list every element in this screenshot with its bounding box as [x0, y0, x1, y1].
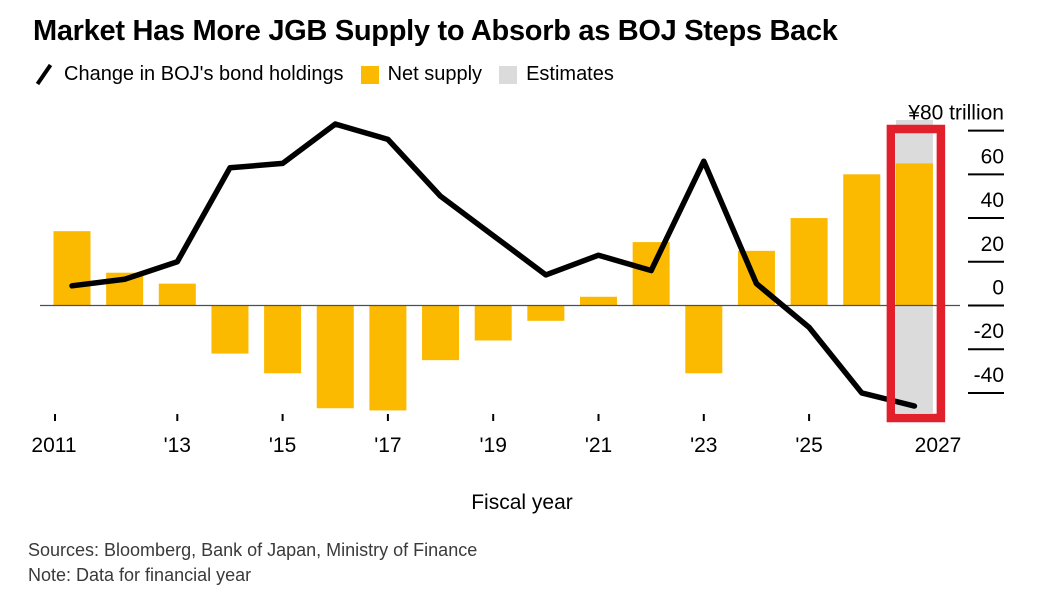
legend-item-boj-change: Change in BOJ's bond holdings — [34, 62, 344, 87]
sources-line: Sources: Bloomberg, Bank of Japan, Minis… — [28, 540, 478, 560]
y-tick-label-0: 0 — [992, 277, 1004, 300]
line-slash-icon — [35, 63, 53, 86]
net-supply-swatch-icon — [360, 65, 379, 84]
bar-2014 — [211, 305, 249, 354]
x-tick-label-2023: '23 — [690, 434, 717, 457]
bar-2024 — [737, 250, 775, 306]
bar-2011 — [53, 231, 91, 306]
chart-title: Market Has More JGB Supply to Absorb as … — [33, 15, 838, 47]
x-tick-label-2019: '19 — [480, 434, 507, 457]
x-tick-label-2017: '17 — [374, 434, 401, 457]
bar-2015 — [264, 305, 302, 374]
estimate-highlight-box — [886, 124, 946, 423]
x-tick-label-2027: 2027 — [915, 434, 962, 457]
estimate-band-2027 — [895, 120, 933, 413]
y-tick-label-60: 60 — [981, 145, 1004, 168]
bar-2018 — [422, 305, 460, 361]
chart-legend: Change in BOJ's bond holdings Net supply… — [34, 62, 631, 87]
x-axis-title: Fiscal year — [471, 491, 573, 514]
y-tick-label-20: 20 — [981, 233, 1004, 256]
legend-item-net-supply: Net supply — [360, 63, 483, 86]
bar-2025 — [790, 218, 828, 306]
chart-footer: Sources: Bloomberg, Bank of Japan, Minis… — [28, 538, 477, 588]
x-tick-label-2011: 2011 — [31, 434, 76, 457]
y-tick-label--20: -20 — [974, 320, 1004, 343]
x-tick-label-2025: '25 — [795, 434, 822, 457]
estimates-swatch-icon — [499, 65, 518, 84]
legend-label-boj-change: Change in BOJ's bond holdings — [64, 63, 344, 85]
bar-2019 — [474, 305, 512, 341]
bar-2022 — [632, 242, 670, 306]
x-tick-label-2021: '21 — [585, 434, 612, 457]
y-tick-label-40: 40 — [981, 189, 1004, 212]
bar-2021 — [580, 296, 617, 306]
legend-label-net-supply: Net supply — [387, 63, 483, 85]
bar-2023 — [685, 305, 723, 374]
legend-label-estimates: Estimates — [526, 63, 614, 85]
y-tick-label-80: ¥80 trillion — [907, 102, 1004, 125]
bar-2027 — [895, 163, 933, 306]
bar-2013 — [158, 283, 196, 306]
boj-holdings-line — [69, 121, 918, 409]
bar-2016 — [316, 305, 354, 409]
bar-2017 — [369, 305, 407, 411]
y-tick-label--40: -40 — [974, 364, 1004, 387]
bar-2026 — [843, 174, 881, 306]
note-line: Note: Data for financial year — [28, 565, 252, 585]
legend-item-estimates: Estimates — [499, 63, 614, 86]
bar-2020 — [527, 305, 565, 321]
x-tick-label-2013: '13 — [164, 434, 191, 457]
x-tick-label-2015: '15 — [269, 434, 296, 457]
bar-2012 — [106, 272, 144, 306]
